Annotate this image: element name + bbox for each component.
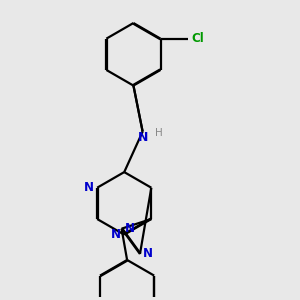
Text: N: N bbox=[137, 130, 148, 144]
Text: N: N bbox=[84, 181, 94, 194]
Text: N: N bbox=[143, 248, 153, 260]
Text: N: N bbox=[124, 222, 134, 235]
Text: N: N bbox=[111, 228, 121, 241]
Text: H: H bbox=[155, 128, 163, 138]
Text: Cl: Cl bbox=[191, 32, 204, 45]
